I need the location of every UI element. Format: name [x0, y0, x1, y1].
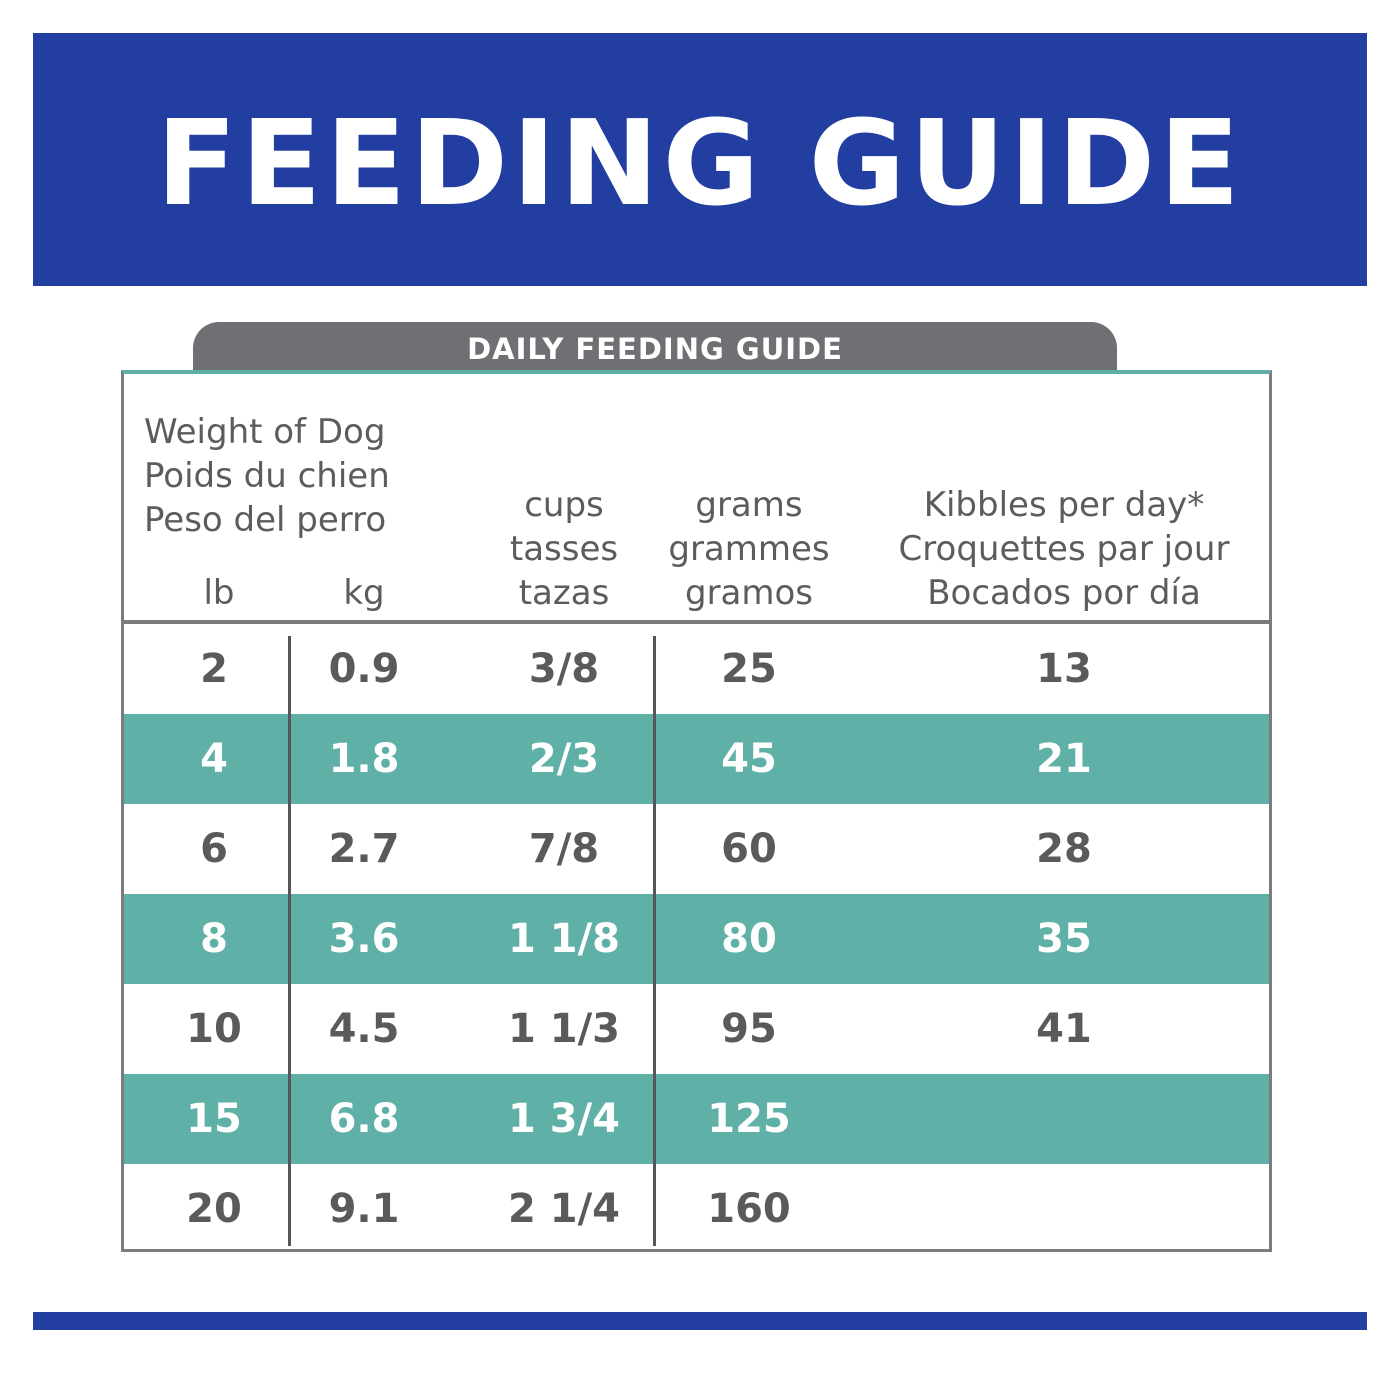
- cell-grams: 160: [707, 1186, 791, 1232]
- cell-grams: 60: [721, 826, 777, 872]
- cell-lb: 20: [186, 1186, 242, 1232]
- kibbles-header: Kibbles per day* Croquettes par jour Boc…: [874, 483, 1254, 615]
- grams-header: grams grammes gramos: [649, 483, 849, 615]
- cell-grams: 45: [721, 736, 777, 782]
- feeding-table: Weight of Dog Poids du chien Peso del pe…: [121, 370, 1272, 1252]
- cell-kibbles: [964, 1164, 1164, 1254]
- cell-kibbles: 41: [1036, 1006, 1092, 1052]
- table-row: 10 4.5 1 1/3 95 41: [124, 984, 1269, 1074]
- table-row: 6 2.7 7/8 60 28: [124, 804, 1269, 894]
- table-row: 2 0.9 3/8 25 13: [124, 624, 1269, 714]
- kg-header: kg: [343, 573, 385, 613]
- cell-lb: 4: [200, 736, 228, 782]
- cups-header-es: tazas: [518, 573, 610, 613]
- cell-cups: 1 3/4: [507, 1096, 621, 1142]
- tab-label: DAILY FEEDING GUIDE: [467, 332, 843, 366]
- cell-grams: 125: [707, 1096, 791, 1142]
- cups-header: cups tasses tazas: [484, 483, 644, 615]
- grams-header-fr: grammes: [668, 529, 830, 569]
- cell-kibbles: 21: [1036, 736, 1092, 782]
- kibbles-header-en: Kibbles per day*: [923, 485, 1205, 525]
- cell-cups: 7/8: [528, 826, 600, 872]
- kibbles-header-fr: Croquettes par jour: [898, 529, 1230, 569]
- footer-bar: [33, 1312, 1367, 1330]
- table-body: 2 0.9 3/8 25 13 4 1.8 2/3 45 21 6 2.7 7/8 60 28 8 3.6 1 1…: [124, 624, 1269, 1254]
- table-row: 8 3.6 1 1/8 80 35: [124, 894, 1269, 984]
- cups-header-en: cups: [524, 485, 604, 525]
- cell-kibbles: 13: [1036, 646, 1092, 692]
- cell-kg: 4.5: [328, 1006, 400, 1052]
- cell-kg: 3.6: [328, 916, 400, 962]
- cell-lb: 6: [200, 826, 228, 872]
- cell-grams: 25: [721, 646, 777, 692]
- column-divider-cups-grams: [653, 636, 656, 1246]
- daily-feeding-guide-tab: DAILY FEEDING GUIDE: [193, 322, 1117, 372]
- table-row: 20 9.1 2 1/4 160: [124, 1164, 1269, 1254]
- kibbles-header-es: Bocados por día: [927, 573, 1201, 613]
- cell-grams: 95: [721, 1006, 777, 1052]
- cell-cups: 2 1/4: [507, 1186, 621, 1232]
- grams-header-es: gramos: [684, 573, 814, 613]
- cell-lb: 15: [186, 1096, 242, 1142]
- cell-kibbles: 35: [1036, 916, 1092, 962]
- cell-kg: 6.8: [328, 1096, 400, 1142]
- weight-header-en: Weight of Dog: [144, 412, 386, 452]
- cell-kg: 2.7: [328, 826, 400, 872]
- table-row: 15 6.8 1 3/4 125: [124, 1074, 1269, 1164]
- table-header: Weight of Dog Poids du chien Peso del pe…: [124, 374, 1269, 624]
- weight-header-es: Peso del perro: [144, 500, 387, 540]
- table-row: 4 1.8 2/3 45 21: [124, 714, 1269, 804]
- cell-kibbles: 28: [1036, 826, 1092, 872]
- cell-cups: 1 1/8: [507, 916, 621, 962]
- cell-cups: 1 1/3: [507, 1006, 621, 1052]
- weight-header: Weight of Dog Poids du chien Peso del pe…: [144, 410, 464, 542]
- cell-cups: 3/8: [528, 646, 600, 692]
- cell-lb: 10: [186, 1006, 242, 1052]
- page-title: FEEDING GUIDE: [156, 93, 1244, 232]
- cell-lb: 2: [200, 646, 228, 692]
- cell-kibbles: [964, 1074, 1164, 1164]
- title-banner: FEEDING GUIDE: [33, 33, 1367, 286]
- cell-kg: 9.1: [328, 1186, 400, 1232]
- grams-header-en: grams: [695, 485, 803, 525]
- cell-grams: 80: [721, 916, 777, 962]
- cups-header-fr: tasses: [509, 529, 619, 569]
- cell-cups: 2/3: [528, 736, 600, 782]
- cell-kg: 1.8: [328, 736, 400, 782]
- weight-header-fr: Poids du chien: [144, 456, 390, 496]
- column-divider-lb-kg: [288, 636, 291, 1246]
- cell-kg: 0.9: [328, 646, 400, 692]
- cell-lb: 8: [200, 916, 228, 962]
- lb-header: lb: [203, 573, 235, 613]
